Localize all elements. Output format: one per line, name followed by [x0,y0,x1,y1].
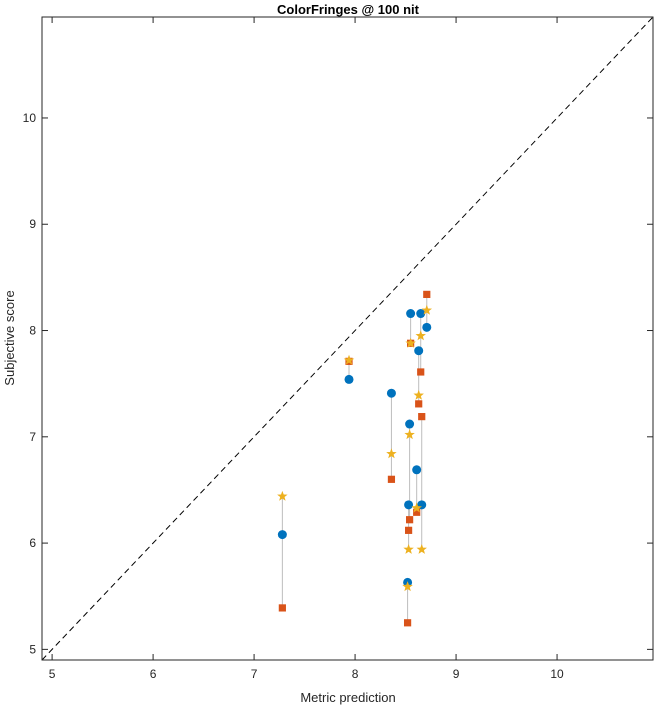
data-point-star [405,337,416,348]
x-tick-label: 9 [453,667,460,681]
data-point-circle [277,530,287,540]
data-point-star [415,330,426,341]
y-tick-label: 6 [29,536,36,550]
data-point-star [404,429,415,440]
data-point-square [413,508,421,516]
data-point-star [386,448,397,459]
data-point-circle [406,309,416,319]
data-point-circle [422,322,432,332]
x-tick-label: 10 [550,667,564,681]
data-point-circle [414,346,424,356]
x-tick-label: 7 [251,667,258,681]
data-point-star [343,354,355,365]
y-tick-label: 9 [29,217,36,231]
data-point-star [416,543,427,554]
x-tick-label: 5 [49,667,56,681]
data-point-square [418,413,426,421]
data-point-circle [404,500,414,510]
axes-box [41,16,654,661]
data-point-square [405,526,413,534]
data-point-star [402,581,413,592]
axis-ticks: 5 6 7 8 9 10 5 6 7 8 9 10 [23,17,653,681]
data-point-circle [416,309,426,319]
data-point-square [387,475,396,483]
y-tick-label: 8 [29,324,36,338]
y-tick-label: 7 [29,430,36,444]
data-point-square [417,368,425,376]
data-point-star [413,389,424,400]
data-point-square [403,619,412,627]
y-axis-label: Subjective score [2,290,17,385]
x-tick-label: 8 [352,667,359,681]
data-point-square [278,604,286,612]
y-tick-label: 5 [29,642,36,656]
data-point-square [423,290,431,298]
chart-title: ColorFringes @ 100 nit [277,2,420,17]
data-point-star [277,490,288,501]
y-tick-label: 10 [23,111,37,125]
x-tick-label: 6 [150,667,157,681]
connector-lines [281,294,428,623]
x-axis-label: Metric prediction [300,690,395,705]
data-point-circle [405,419,415,429]
data-point-circle [386,388,396,398]
data-point-circle [344,374,354,384]
data-markers [277,290,433,627]
data-point-star [411,502,422,513]
data-point-square [415,400,423,408]
data-point-square [406,516,414,524]
reference-diagonal-line [41,16,654,661]
data-point-circle [412,465,422,475]
data-point-star [421,304,433,315]
data-point-star [403,543,414,554]
